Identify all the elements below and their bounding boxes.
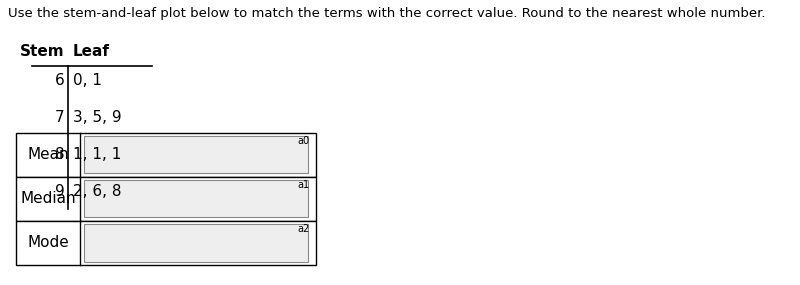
Text: 9: 9 <box>55 184 65 199</box>
FancyBboxPatch shape <box>84 180 308 217</box>
Bar <box>16 221 316 265</box>
Text: 2, 6, 8: 2, 6, 8 <box>73 184 122 199</box>
Text: 8: 8 <box>55 147 65 162</box>
Text: 6: 6 <box>55 73 65 88</box>
Text: Use the stem-and-leaf plot below to match the terms with the correct value. Roun: Use the stem-and-leaf plot below to matc… <box>8 7 766 20</box>
Bar <box>16 133 316 177</box>
FancyBboxPatch shape <box>84 136 308 173</box>
Text: Mean: Mean <box>27 147 69 162</box>
FancyBboxPatch shape <box>84 224 308 262</box>
Text: Stem: Stem <box>20 44 65 59</box>
Text: Median: Median <box>20 191 76 206</box>
Text: 7: 7 <box>55 110 65 125</box>
Text: 1, 1, 1: 1, 1, 1 <box>73 147 121 162</box>
Text: a1: a1 <box>298 180 310 190</box>
Text: Mode: Mode <box>27 235 69 251</box>
Text: 3, 5, 9: 3, 5, 9 <box>73 110 122 125</box>
Text: a0: a0 <box>298 136 310 146</box>
Text: 0, 1: 0, 1 <box>73 73 102 88</box>
Bar <box>16 177 316 221</box>
Text: Leaf: Leaf <box>73 44 110 59</box>
Text: a2: a2 <box>298 224 310 234</box>
